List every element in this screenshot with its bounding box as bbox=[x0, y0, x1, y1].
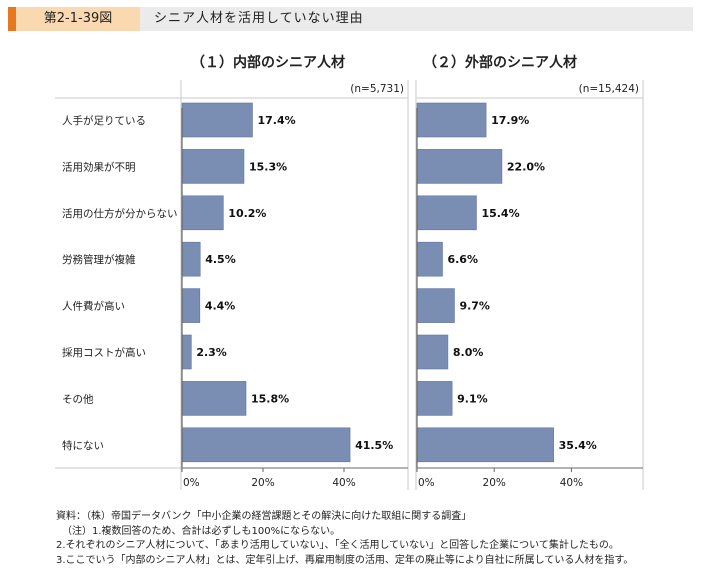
category-label: 人件費が高い bbox=[62, 300, 125, 313]
data-label: 41.5% bbox=[355, 439, 393, 452]
n-label: (n=5,731) bbox=[350, 83, 404, 95]
data-label: 17.9% bbox=[491, 114, 529, 127]
category-label: 特にない bbox=[62, 440, 104, 452]
bar bbox=[416, 102, 487, 138]
bar bbox=[416, 288, 455, 323]
data-label: 9.1% bbox=[457, 392, 488, 405]
figure-header: 第2-1-39図 シニア人材を活用していない理由 bbox=[8, 7, 693, 31]
category-label: 労務管理が複雑 bbox=[62, 253, 136, 266]
bar bbox=[416, 195, 477, 231]
data-label: 22.0% bbox=[507, 160, 545, 173]
bar bbox=[416, 381, 453, 416]
bar bbox=[416, 149, 503, 184]
bar bbox=[181, 288, 201, 323]
x-tick-label: 20% bbox=[251, 477, 274, 489]
data-label: 8.0% bbox=[453, 346, 484, 359]
data-label: 4.4% bbox=[205, 300, 236, 313]
x-tick-label: 40% bbox=[560, 477, 583, 489]
bar bbox=[181, 149, 245, 184]
data-label: 15.8% bbox=[251, 392, 289, 405]
x-tick-label: 40% bbox=[332, 477, 355, 489]
data-label: 35.4% bbox=[559, 439, 597, 452]
bar bbox=[181, 334, 192, 370]
x-tick-label: 20% bbox=[483, 477, 506, 489]
bar bbox=[416, 427, 554, 463]
category-label: 採用コストが高い bbox=[62, 346, 146, 359]
category-label: 活用の仕方が分からない bbox=[62, 207, 178, 220]
bar bbox=[181, 195, 224, 231]
figure-title: シニア人材を活用していない理由 bbox=[154, 11, 364, 26]
notes: 資料：（株）帝国データバンク「中小企業の経営課題とその解決に向けた取組に関する調… bbox=[56, 510, 633, 568]
data-label: 2.3% bbox=[196, 346, 227, 359]
bar bbox=[181, 241, 201, 277]
note-2: 2.それぞれのシニア人材について、「あまり活用していない」、「全く活用していない… bbox=[56, 540, 619, 551]
note-3: 3.ここでいう「内部のシニア人材」とは、定年引上げ、再雇用制度の活用、定年の廃止… bbox=[56, 554, 634, 566]
bar bbox=[416, 334, 449, 370]
x-tick-label: 0% bbox=[418, 477, 435, 489]
data-label: 6.6% bbox=[447, 253, 478, 266]
figure-number: 第2-1-39図 bbox=[16, 7, 140, 31]
panel-title: （１）内部のシニア人材 bbox=[191, 54, 345, 71]
data-label: 15.3% bbox=[249, 160, 287, 173]
data-label: 4.5% bbox=[205, 253, 236, 266]
bar bbox=[181, 102, 253, 138]
bar bbox=[416, 241, 443, 277]
accent-bar bbox=[8, 7, 16, 31]
x-tick-label: 0% bbox=[183, 477, 200, 489]
category-label: 人手が足りている bbox=[62, 114, 146, 127]
data-label: 17.4% bbox=[257, 114, 295, 127]
n-label: (n=15,424) bbox=[579, 83, 639, 95]
bar bbox=[181, 427, 351, 463]
panel-title: （２）外部のシニア人材 bbox=[423, 54, 577, 71]
data-label: 9.7% bbox=[459, 300, 490, 313]
data-label: 15.4% bbox=[481, 207, 519, 220]
data-label: 10.2% bbox=[228, 207, 266, 220]
category-label: 活用効果が不明 bbox=[62, 160, 136, 173]
category-label: その他 bbox=[62, 392, 94, 405]
bar bbox=[181, 381, 247, 416]
note-source: 資料：（株）帝国データバンク「中小企業の経営課題とその解決に向けた取組に関する調… bbox=[56, 511, 472, 522]
note-1: （注）1.複数回答のため、合計は必ずしも100%にならない。 bbox=[62, 525, 341, 537]
